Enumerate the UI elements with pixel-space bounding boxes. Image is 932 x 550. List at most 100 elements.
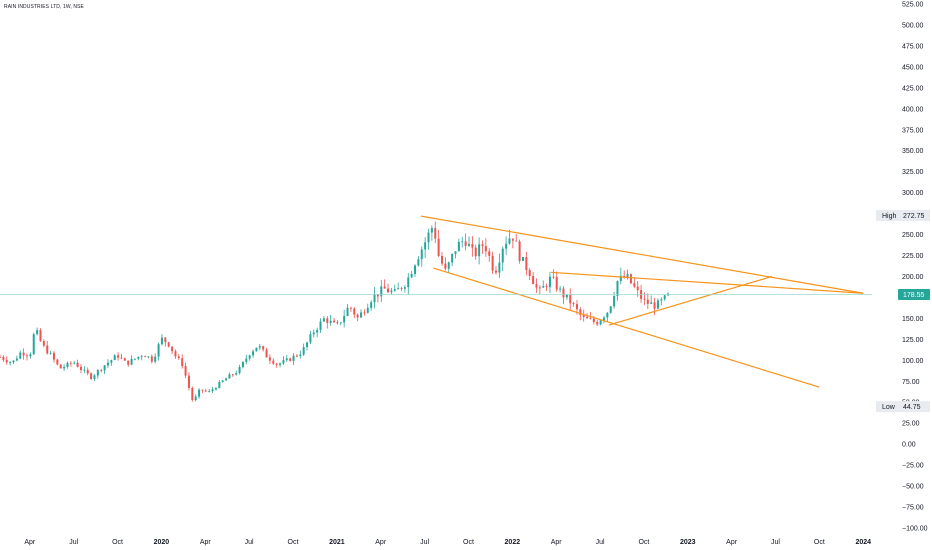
candle-body xyxy=(532,276,535,285)
lower-trendline[interactable] xyxy=(433,267,820,388)
candle-body xyxy=(157,344,160,357)
candle-body xyxy=(245,358,248,362)
candle-body xyxy=(39,330,42,342)
candle-body xyxy=(565,294,568,298)
candle-body xyxy=(292,355,295,361)
candle-body xyxy=(12,360,15,363)
candle-body xyxy=(255,347,258,352)
candle-body xyxy=(518,241,521,261)
candle-body xyxy=(545,286,548,288)
candle-body xyxy=(569,294,572,304)
candle-body xyxy=(383,286,386,289)
candle-body xyxy=(528,270,531,277)
candle-body xyxy=(559,288,562,290)
candle-body xyxy=(508,238,511,244)
upper-trendline[interactable] xyxy=(420,215,864,294)
last-price-value: 178.55 xyxy=(903,292,925,299)
candle-body xyxy=(339,322,342,324)
candle-body xyxy=(521,256,524,261)
candle-body xyxy=(63,366,66,369)
candle-body xyxy=(542,286,545,288)
y-tick-label: 150.00 xyxy=(902,316,924,323)
x-tick-label: 2021 xyxy=(329,539,345,546)
y-tick-label: 450.00 xyxy=(902,64,924,71)
candle-body xyxy=(279,363,282,365)
y-tick-label: 75.00 xyxy=(902,379,920,386)
x-tick-label: Oct xyxy=(638,539,649,546)
high-tag xyxy=(876,209,930,221)
triangle-support-line[interactable] xyxy=(608,275,773,326)
candle-body xyxy=(106,362,109,366)
candle-body xyxy=(9,362,12,364)
candle-body xyxy=(319,321,322,330)
candle-body xyxy=(437,238,440,256)
y-tick-label: 500.00 xyxy=(902,22,924,29)
y-tick-label: 525.00 xyxy=(902,2,924,9)
price-axis[interactable]: 525.00 500.00 475.00 450.00 425.00 400.00 375.… xyxy=(902,2,928,533)
candle-body xyxy=(32,334,35,355)
candle-body xyxy=(353,308,356,315)
candle-body xyxy=(83,369,86,371)
candle-body xyxy=(538,287,541,289)
low-label: Low xyxy=(882,404,896,411)
y-tick-label: 25.00 xyxy=(902,421,920,428)
candle-body xyxy=(110,360,113,363)
candle-body xyxy=(633,283,636,287)
x-tick-label: Apr xyxy=(24,539,36,546)
x-tick-label: Oct xyxy=(112,539,123,546)
candle-body xyxy=(326,318,329,323)
candle-body xyxy=(177,356,180,359)
candle-body xyxy=(360,312,363,318)
candle-body xyxy=(181,358,184,367)
candle-body xyxy=(0,356,1,358)
candle-body xyxy=(36,330,39,335)
candle-body xyxy=(73,362,76,364)
x-tick-label: Jul xyxy=(69,539,78,546)
candle-body xyxy=(656,300,659,309)
y-tick-label: −50.00 xyxy=(902,484,924,491)
candle-body xyxy=(457,241,460,252)
candle-body xyxy=(285,358,288,361)
candle-body xyxy=(59,364,62,369)
candle-body xyxy=(451,253,454,263)
y-tick-label: 225.00 xyxy=(902,253,924,260)
candle-body xyxy=(586,316,589,319)
candle-body xyxy=(417,259,420,266)
candle-body xyxy=(380,286,383,297)
candle-body xyxy=(46,345,49,354)
candle-body xyxy=(491,255,494,271)
candle-body xyxy=(52,352,55,360)
candle-body xyxy=(366,307,369,313)
candle-body xyxy=(133,358,136,360)
low-tag xyxy=(876,401,930,413)
candle-body xyxy=(349,307,352,309)
x-tick-label: Oct xyxy=(814,539,825,546)
candlestick-series xyxy=(0,221,670,402)
x-tick-label: 2024 xyxy=(855,539,871,546)
candle-body xyxy=(447,262,450,269)
trendline-drawings[interactable] xyxy=(420,215,864,388)
time-axis[interactable]: Apr Jul Oct 2020 Apr Jul Oct 2021 Apr Jul Oct 2022 A… xyxy=(24,539,871,546)
candle-body xyxy=(238,367,241,374)
candle-body xyxy=(306,342,309,348)
candle-body xyxy=(430,228,433,233)
candle-body xyxy=(478,244,481,257)
candle-body xyxy=(312,332,315,335)
candle-body xyxy=(370,302,373,308)
candle-body xyxy=(596,322,599,325)
candle-body xyxy=(56,359,59,365)
candle-body xyxy=(555,277,558,290)
candle-body xyxy=(387,288,390,293)
candle-body xyxy=(19,352,22,359)
candle-body xyxy=(93,375,96,379)
mid-resistance-line[interactable] xyxy=(550,271,864,294)
candle-body xyxy=(147,356,150,358)
candle-body xyxy=(42,341,45,346)
candle-body xyxy=(484,246,487,252)
candle-body xyxy=(562,288,565,298)
candle-body xyxy=(511,238,514,241)
candle-body xyxy=(552,276,555,278)
candle-body xyxy=(198,389,201,397)
x-tick-label: Oct xyxy=(463,539,474,546)
